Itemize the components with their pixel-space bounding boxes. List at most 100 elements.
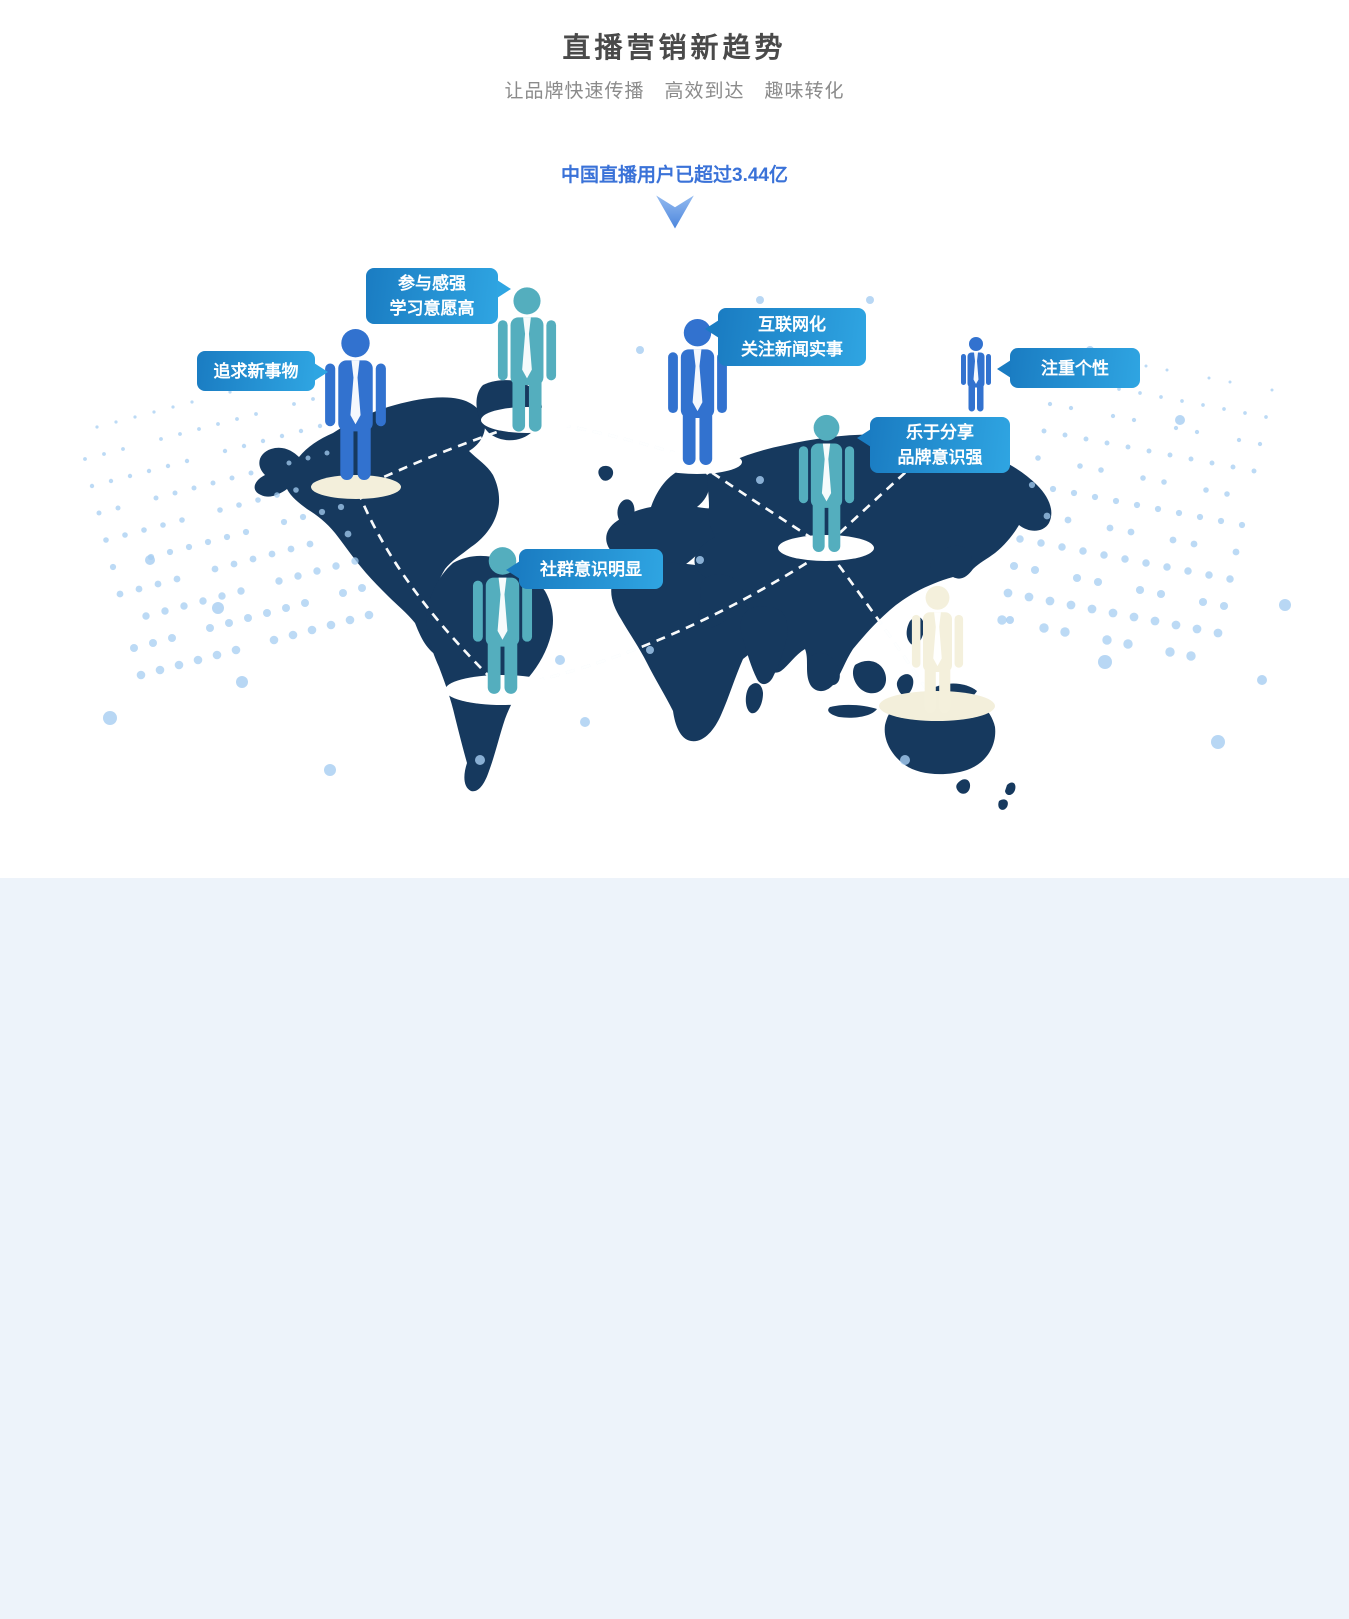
- dot: [332, 562, 340, 570]
- dot: [1125, 444, 1131, 450]
- dot: [1060, 627, 1070, 637]
- dot: [161, 607, 169, 615]
- dot: [282, 604, 290, 612]
- dot: [1257, 675, 1267, 685]
- dot: [1236, 437, 1242, 443]
- trait-text: 品牌意识强: [897, 448, 983, 467]
- trait-text: 追求新事物: [213, 361, 299, 381]
- dot: [242, 528, 250, 536]
- dot: [1009, 561, 1019, 571]
- dot: [236, 676, 248, 688]
- dot: [116, 590, 124, 598]
- dot: [1102, 635, 1112, 645]
- dot: [1072, 573, 1082, 583]
- dot: [153, 495, 159, 501]
- dot: [263, 609, 271, 617]
- dot: [1190, 540, 1198, 548]
- dot: [1058, 543, 1066, 551]
- dot: [280, 518, 288, 526]
- dot: [154, 580, 162, 588]
- dot: [364, 610, 374, 620]
- dot: [305, 455, 311, 461]
- dot: [193, 655, 203, 665]
- dot: [1142, 559, 1150, 567]
- dot: [1039, 623, 1049, 633]
- dot: [1194, 429, 1200, 435]
- dot: [1169, 536, 1177, 544]
- dot: [1184, 567, 1192, 575]
- dot: [1035, 455, 1041, 461]
- dot: [1224, 491, 1230, 497]
- dot: [231, 645, 241, 655]
- dot: [1066, 600, 1076, 610]
- dot: [1093, 577, 1103, 587]
- dot: [900, 755, 910, 765]
- dot: [1196, 513, 1204, 521]
- dot: [1207, 376, 1211, 380]
- dot: [1163, 563, 1171, 571]
- dot: [1106, 524, 1114, 532]
- dot: [1138, 391, 1142, 395]
- dot: [1251, 468, 1257, 474]
- dot: [1117, 387, 1121, 391]
- dot: [1243, 411, 1247, 415]
- dot: [199, 597, 207, 605]
- dot: [1140, 475, 1146, 481]
- dot: [174, 660, 184, 670]
- dot: [1146, 448, 1152, 454]
- dot: [1201, 403, 1205, 407]
- dot: [171, 405, 175, 409]
- dot: [229, 475, 235, 481]
- dot: [216, 422, 220, 426]
- dot: [756, 296, 764, 304]
- dot: [1108, 608, 1118, 618]
- dot: [146, 468, 152, 474]
- dot: [89, 483, 95, 489]
- dot: [121, 447, 125, 451]
- dot: [997, 615, 1007, 625]
- dot: [135, 585, 143, 593]
- dot: [311, 397, 315, 401]
- dot: [235, 417, 239, 421]
- dot: [1037, 539, 1045, 547]
- dot: [184, 458, 190, 464]
- dot: [244, 614, 252, 622]
- live-service-section: 直播服务 媒体管家网络视频直播系统 是流媒体服务平台解决方案中的重要服务之一, …: [0, 878, 1349, 1619]
- trait-bubble-participation: 参与感强 学习意愿高: [366, 268, 511, 324]
- dot: [230, 560, 238, 568]
- dot: [179, 517, 185, 523]
- audience-figure-faded: [910, 585, 965, 713]
- trait-bubble-seek-new: 追求新事物: [197, 351, 328, 391]
- dot: [1041, 428, 1047, 434]
- dot: [204, 538, 212, 546]
- dot: [1198, 597, 1208, 607]
- dot: [1024, 592, 1034, 602]
- dot: [173, 575, 181, 583]
- dot: [152, 410, 156, 414]
- live-marketing-trend-section: 直播营销新趋势 让品牌快速传播 高效到达 趣味转化 中国直播用户已超过3.44亿: [83, 32, 1291, 810]
- dot: [212, 602, 224, 614]
- dot: [1098, 655, 1112, 669]
- dot: [1083, 436, 1089, 442]
- dot: [145, 555, 155, 565]
- dot: [255, 497, 261, 503]
- dot: [136, 670, 146, 680]
- dot: [254, 412, 258, 416]
- dot: [172, 490, 178, 496]
- dot: [1003, 588, 1013, 598]
- dot: [1238, 521, 1246, 529]
- trait-text: 学习意愿高: [389, 299, 475, 318]
- dot: [1167, 452, 1173, 458]
- dot: [1110, 413, 1116, 419]
- trait-bubble-internet: 互联网化 关注新闻实事: [705, 308, 866, 366]
- dot: [1217, 517, 1225, 525]
- audience-figure-seeker: [323, 328, 388, 480]
- dot: [115, 505, 121, 511]
- dot: [1064, 516, 1072, 524]
- dot: [339, 589, 347, 597]
- dot-pattern: [83, 296, 1291, 776]
- dot: [103, 711, 117, 725]
- dot: [298, 428, 304, 434]
- dot: [1186, 651, 1196, 661]
